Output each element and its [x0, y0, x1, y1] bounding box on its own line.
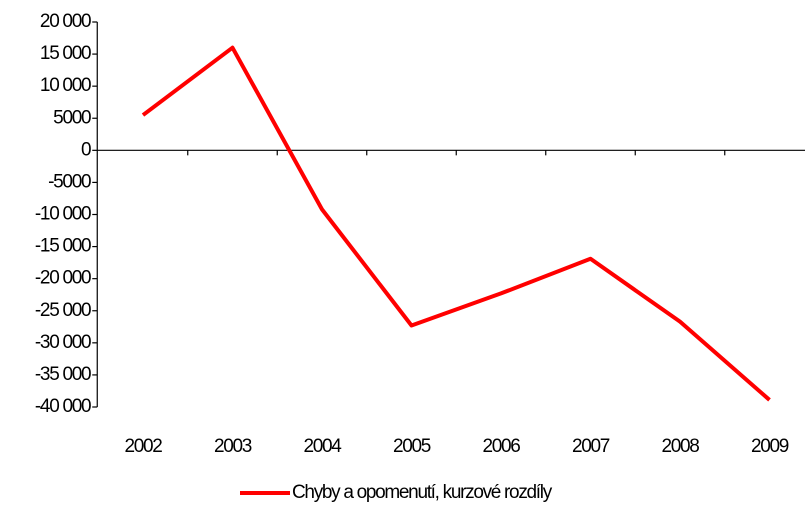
legend-label: Chyby a opomenutí, kurzové rozdíly: [292, 482, 553, 503]
y-tick-label: -30 000: [35, 332, 91, 353]
x-tick-label: 2006: [482, 436, 520, 457]
x-tick-label: 2004: [303, 436, 342, 457]
y-tick-label: 0: [81, 139, 91, 160]
y-tick-label: -20 000: [35, 268, 91, 289]
x-tick-label: 2005: [393, 436, 431, 457]
y-tick-label: -25 000: [35, 300, 91, 321]
x-tick-label: 2003: [214, 436, 252, 457]
x-tick-label: 2007: [572, 436, 610, 457]
x-tick-label: 2002: [124, 436, 162, 457]
y-tick-label: 10 000: [40, 75, 91, 96]
y-tick-label: 20 000: [40, 11, 91, 32]
y-tick-label: -40 000: [35, 396, 91, 417]
y-tick-label: -5000: [48, 171, 91, 192]
y-tick-label: -15 000: [35, 236, 91, 257]
x-tick-label: 2008: [661, 436, 699, 457]
y-tick-label: 15 000: [40, 43, 91, 64]
y-tick-label: 5000: [53, 107, 91, 128]
y-tick-label: -10 000: [35, 204, 91, 225]
data-line: [141, 45, 771, 402]
x-tick-label: 2009: [751, 436, 789, 457]
y-tick-label: -35 000: [35, 364, 91, 385]
